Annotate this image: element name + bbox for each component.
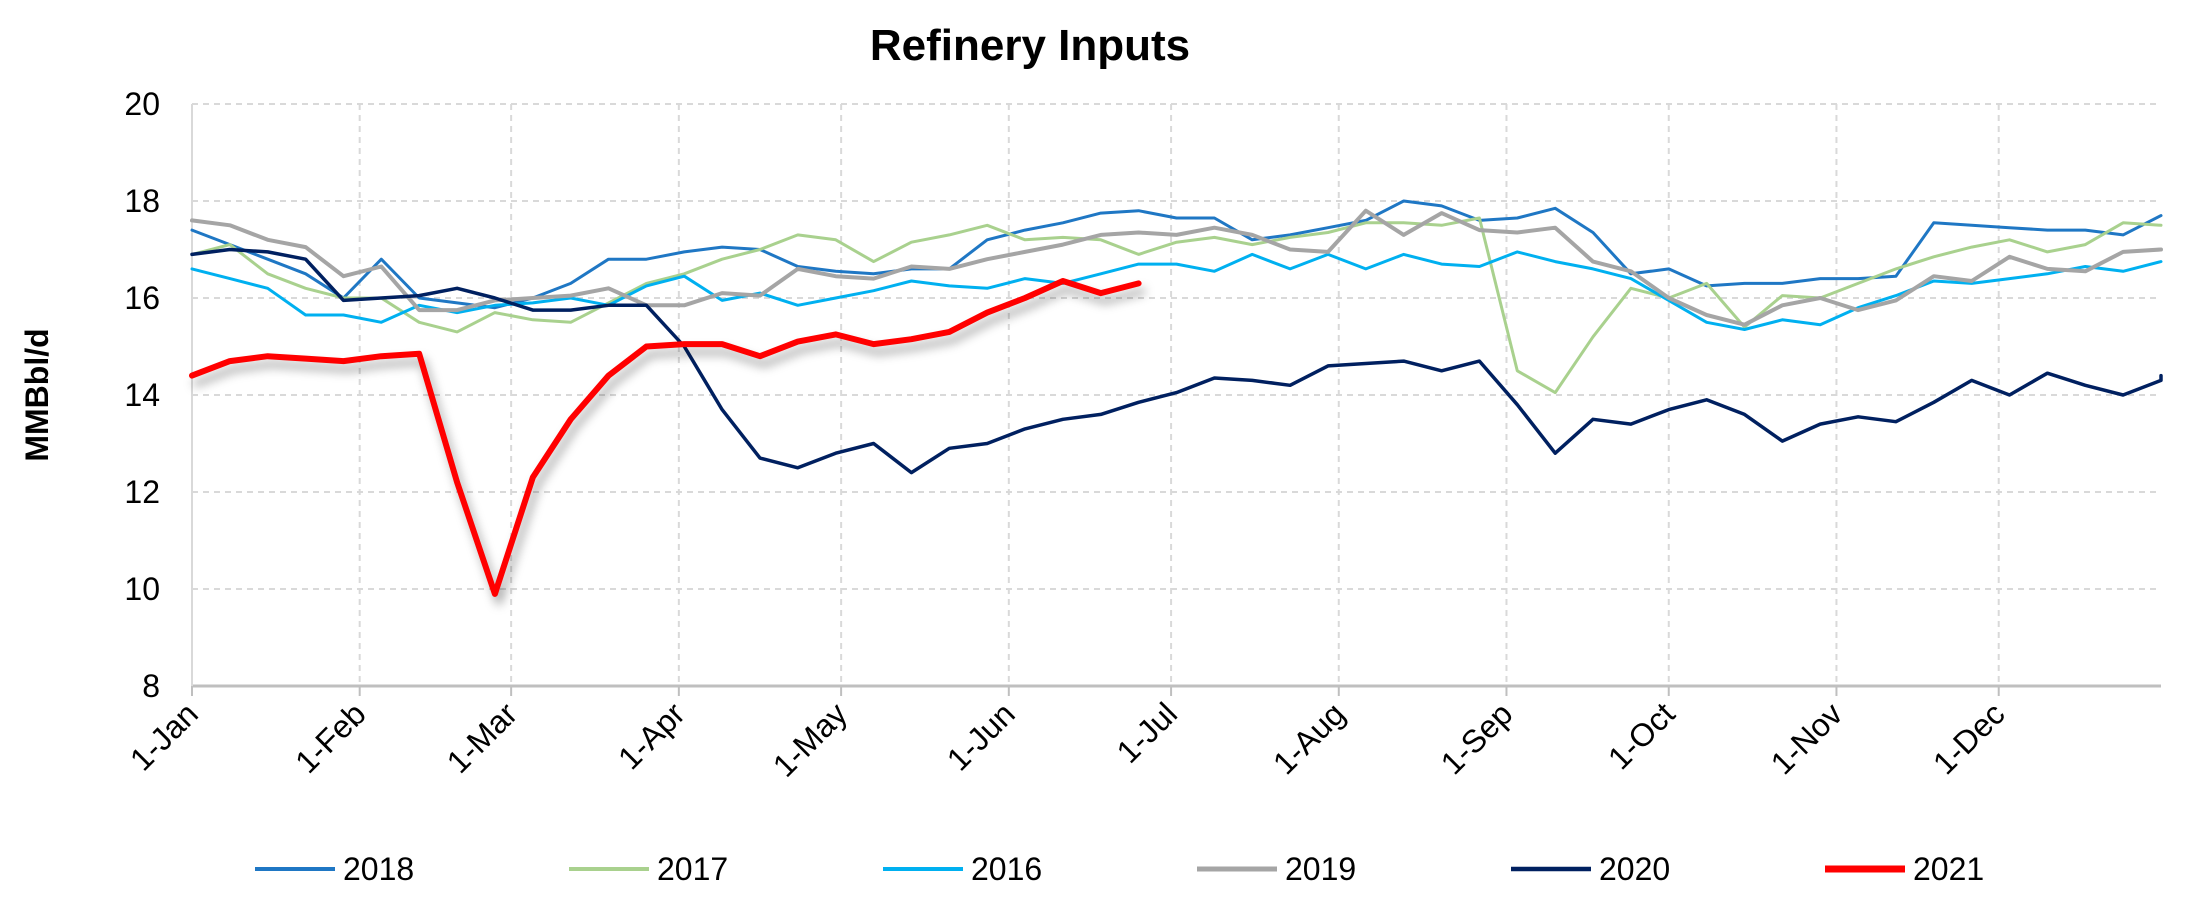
- x-tick-label: 1-Oct: [1601, 695, 1682, 776]
- legend-label-2021: 2021: [1913, 851, 1984, 887]
- legend-label-2017: 2017: [657, 851, 728, 887]
- x-tick-label: 1-Jun: [940, 695, 1022, 777]
- x-tick-label: 1-Jan: [123, 695, 205, 777]
- x-tick-label: 1-Sep: [1434, 695, 1520, 781]
- y-tick-label: 20: [124, 86, 160, 122]
- series-line-2016: [190, 250, 2163, 331]
- gridlines: [191, 103, 2161, 696]
- x-tick-label: 1-Apr: [611, 695, 692, 776]
- x-tick-labels: 1-Jan 1-Feb 1-Mar 1-Apr 1-May 1-Jun 1-Jul 1-Aug…: [123, 695, 2012, 784]
- y-tick-label: 10: [124, 571, 160, 607]
- x-tick-label: 1-Mar: [440, 695, 525, 780]
- x-tick-label: 1-Aug: [1266, 695, 1352, 781]
- y-tick-label: 12: [124, 474, 160, 510]
- legend: 2018 2017 2016 2019 2020 2021: [255, 851, 1984, 887]
- legend-label-2020: 2020: [1599, 851, 1670, 887]
- y-tick-label: 18: [124, 183, 160, 219]
- x-tick-label: 1-May: [766, 695, 854, 783]
- x-tick-label: 1-Jul: [1110, 695, 1185, 770]
- y-tick-labels: 8 10 12 14 16 18 20: [124, 86, 160, 704]
- series-line-2018: [190, 199, 2163, 310]
- series-line-2019: [190, 208, 2163, 327]
- x-tick-label: 1-Dec: [1926, 695, 2012, 781]
- y-tick-label: 16: [124, 280, 160, 316]
- y-axis-label: MMBbl/d: [19, 328, 55, 461]
- legend-label-2018: 2018: [343, 851, 414, 887]
- series-line-2021: [189, 278, 1142, 597]
- series-line-2020: [190, 247, 2163, 475]
- chart-title: Refinery Inputs: [870, 21, 1190, 70]
- y-tick-label: 8: [142, 668, 160, 704]
- series-lines: [189, 199, 2163, 597]
- legend-label-2016: 2016: [971, 851, 1042, 887]
- x-tick-label: 1-Nov: [1764, 695, 1850, 781]
- series-line-2017: [190, 216, 2163, 395]
- legend-label-2019: 2019: [1285, 851, 1356, 887]
- y-tick-label: 14: [124, 377, 160, 413]
- x-tick-label: 1-Feb: [288, 695, 373, 780]
